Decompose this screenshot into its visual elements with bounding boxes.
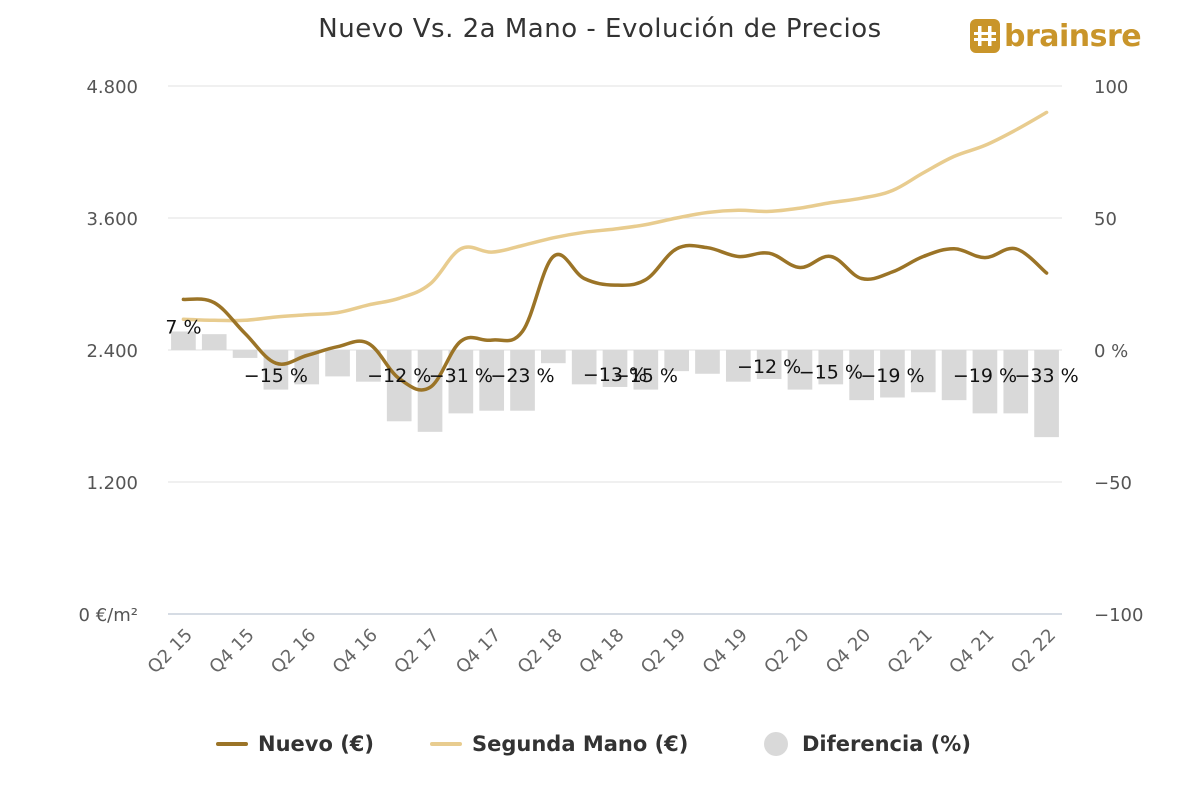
brand-logo-text: brainsre — [1004, 18, 1142, 54]
x-tick-label: Q2 21 — [884, 625, 937, 678]
y-left-tick-label: 3.600 — [86, 209, 138, 230]
diferencia-bar — [356, 350, 381, 382]
diferencia-bar — [541, 350, 566, 364]
diferencia-bar — [1034, 350, 1059, 438]
legend-item-nuevo[interactable]: Nuevo (€) — [216, 728, 374, 760]
diferencia-bars — [171, 331, 1059, 438]
diferencia-bar — [664, 350, 689, 372]
chart-title: Nuevo Vs. 2a Mano - Evolución de Precios — [318, 14, 882, 44]
x-tick-label: Q4 16 — [329, 625, 382, 678]
diferencia-bar — [325, 350, 350, 377]
y-left-tick-label: 0 €/m² — [79, 605, 138, 626]
diferencia-bar — [571, 350, 597, 385]
y-left-tick-label: 2.400 — [86, 341, 138, 362]
x-tick-label: Q2 15 — [144, 625, 197, 678]
x-tick-label: Q4 15 — [205, 625, 258, 678]
diferencia-bar — [941, 350, 967, 401]
brand-logo: brainsre — [970, 16, 1142, 56]
x-tick-label: Q2 20 — [760, 625, 813, 678]
diferencia-bar — [880, 350, 905, 398]
x-axis: Q2 15 Q4 15 Q2 16 Q4 16 Q2 17 Q4 17 Q2 18 Q4 18… — [144, 625, 1060, 678]
legend-swatch-nuevo — [216, 742, 248, 746]
legend-item-diferencia[interactable]: Diferencia (%) — [764, 728, 971, 760]
diferencia-bar — [448, 350, 474, 414]
data-labels: 7 %−15 % −12 %−31 %−23 % −13 %−15 % −12 %−1… — [165, 317, 1078, 387]
y-right-tick-label: −50 — [1094, 473, 1132, 494]
diferencia-bar — [787, 350, 813, 390]
x-tick-label: Q2 16 — [267, 625, 320, 678]
diferencia-data-label: −15 % — [799, 361, 863, 383]
x-tick-label: Q2 18 — [514, 625, 567, 678]
x-tick-label: Q2 19 — [637, 625, 690, 678]
legend-label-nuevo: Nuevo (€) — [258, 732, 375, 756]
x-tick-label: Q4 17 — [452, 625, 505, 678]
diferencia-bar — [695, 350, 720, 374]
chart-plot: 7 %−15 % −12 %−31 %−23 % −13 %−15 % −12 %−1… — [79, 77, 1144, 678]
diferencia-data-label: −12 % — [367, 365, 431, 387]
legend-label-diferencia: Diferencia (%) — [802, 732, 971, 756]
y-axis-right: −100 −50 0 % 50 100 — [1094, 77, 1143, 626]
diferencia-bar — [849, 350, 874, 401]
y-right-tick-label: 0 % — [1094, 341, 1128, 362]
x-tick-label: Q4 18 — [575, 625, 628, 678]
diferencia-bar — [725, 350, 751, 382]
nuevo-line — [181, 243, 1049, 392]
y-axis-left: 0 €/m² 1.200 2.400 3.600 4.800 — [79, 77, 138, 626]
diferencia-data-label: −33 % — [1014, 365, 1078, 387]
diferencia-data-label: −12 % — [737, 356, 801, 378]
diferencia-data-label: −19 % — [860, 365, 924, 387]
legend-item-segunda-mano[interactable]: Segunda Mano (€) — [430, 728, 688, 760]
diferencia-bar — [510, 350, 535, 411]
diferencia-data-label: −15 % — [244, 365, 308, 387]
price-lines — [181, 110, 1049, 392]
diferencia-data-label: −19 % — [953, 365, 1017, 387]
y-right-tick-label: 50 — [1094, 209, 1117, 230]
y-left-tick-label: 1.200 — [86, 473, 138, 494]
y-left-tick-label: 4.800 — [86, 77, 138, 98]
diferencia-data-label: −13 % — [583, 364, 647, 386]
x-tick-label: Q4 20 — [822, 625, 875, 678]
diferencia-bar — [818, 350, 844, 385]
diferencia-data-label: −31 % — [429, 365, 493, 387]
x-tick-label: Q4 21 — [945, 625, 998, 678]
diferencia-bar — [910, 350, 936, 393]
legend-swatch-diferencia — [764, 732, 788, 756]
diferencia-data-label: −23 % — [490, 365, 554, 387]
x-tick-label: Q2 17 — [390, 625, 443, 678]
diferencia-data-label: −15 % — [614, 365, 678, 387]
diferencia-bar — [633, 350, 659, 390]
diferencia-bar — [171, 331, 196, 350]
diferencia-bar — [232, 350, 258, 358]
segunda-mano-line — [181, 110, 1049, 323]
y-right-tick-label: −100 — [1094, 605, 1143, 626]
diferencia-bar — [756, 350, 782, 380]
diferencia-bar — [479, 350, 505, 411]
diferencia-bar — [201, 334, 227, 350]
diferencia-bar — [972, 350, 998, 414]
diferencia-data-label: 7 % — [165, 317, 201, 339]
y-right-tick-label: 100 — [1094, 77, 1128, 98]
brand-logo-icon — [970, 19, 1000, 53]
x-tick-label: Q4 19 — [699, 625, 752, 678]
legend-swatch-segunda-mano — [430, 742, 462, 746]
legend-label-segunda-mano: Segunda Mano (€) — [472, 732, 689, 756]
diferencia-bar — [602, 350, 628, 387]
diferencia-bar — [1003, 350, 1029, 414]
x-tick-label: Q2 22 — [1007, 625, 1060, 678]
legend: Nuevo (€) Segunda Mano (€) Diferencia (%… — [0, 728, 1200, 760]
